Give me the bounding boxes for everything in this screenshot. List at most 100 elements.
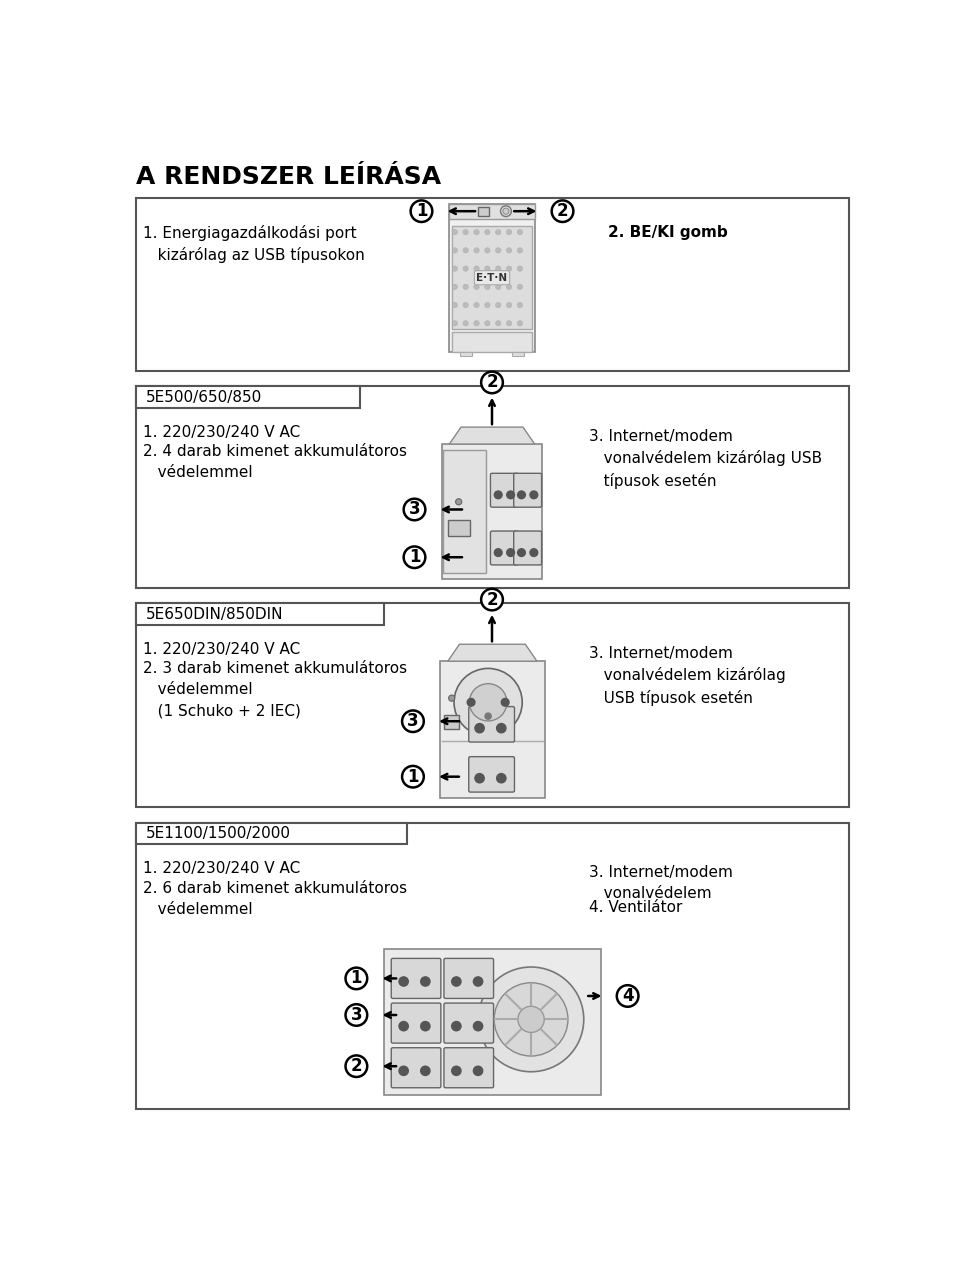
Text: 2. 6 darab kimenet akkumulátoros
   védelemmel: 2. 6 darab kimenet akkumulátoros védelem…: [143, 881, 407, 916]
Circle shape: [517, 284, 522, 289]
Circle shape: [399, 1021, 408, 1031]
Circle shape: [494, 983, 568, 1056]
Polygon shape: [449, 427, 535, 444]
Circle shape: [473, 977, 483, 986]
Circle shape: [420, 977, 430, 986]
FancyBboxPatch shape: [468, 707, 515, 742]
Circle shape: [452, 977, 461, 986]
Circle shape: [517, 247, 522, 254]
Circle shape: [507, 491, 515, 498]
FancyBboxPatch shape: [444, 1003, 493, 1044]
Circle shape: [452, 230, 458, 235]
Text: 2: 2: [486, 591, 498, 608]
Circle shape: [495, 230, 501, 235]
Circle shape: [517, 266, 522, 271]
Text: 4. Ventilátor: 4. Ventilátor: [588, 900, 683, 915]
Text: 5E1100/1500/2000: 5E1100/1500/2000: [146, 827, 291, 842]
Circle shape: [506, 284, 512, 289]
Bar: [135, 198, 849, 371]
Circle shape: [530, 491, 538, 498]
Circle shape: [463, 284, 468, 289]
Circle shape: [452, 303, 458, 308]
Circle shape: [506, 247, 512, 254]
Circle shape: [456, 498, 462, 505]
Bar: [478, 207, 489, 216]
Circle shape: [463, 266, 468, 271]
Circle shape: [530, 549, 538, 557]
Circle shape: [496, 774, 506, 782]
Bar: [440, 661, 544, 799]
Text: 2. 4 darab kimenet akkumulátoros
   védelemmel: 2. 4 darab kimenet akkumulátoros védelem…: [143, 444, 407, 480]
Circle shape: [452, 266, 458, 271]
Text: 4: 4: [622, 987, 634, 1005]
Circle shape: [403, 498, 425, 520]
Bar: [448, 203, 536, 352]
Bar: [448, 203, 536, 218]
Circle shape: [494, 549, 502, 557]
Circle shape: [399, 977, 408, 986]
Circle shape: [501, 698, 509, 707]
Text: 2: 2: [486, 374, 498, 391]
Text: 2: 2: [350, 1058, 362, 1075]
Circle shape: [452, 284, 458, 289]
Bar: [444, 716, 460, 729]
Circle shape: [420, 1066, 430, 1075]
Polygon shape: [447, 644, 537, 661]
Text: 1. 220/230/240 V AC: 1. 220/230/240 V AC: [143, 642, 300, 658]
Circle shape: [485, 266, 490, 271]
Circle shape: [495, 284, 501, 289]
Circle shape: [463, 303, 468, 308]
Text: 1: 1: [416, 202, 427, 220]
Text: 3. Internet/modem
   vonalvédelem kizárólag
   USB típusok esetén: 3. Internet/modem vonalvédelem kizárólag…: [588, 646, 785, 705]
Bar: [135, 823, 407, 844]
Circle shape: [495, 266, 501, 271]
Bar: [452, 226, 532, 329]
Circle shape: [402, 766, 423, 787]
Circle shape: [485, 247, 490, 254]
Bar: [460, 352, 472, 356]
Circle shape: [496, 723, 506, 733]
Circle shape: [346, 968, 368, 989]
Circle shape: [481, 372, 503, 394]
Circle shape: [475, 774, 484, 782]
Circle shape: [452, 247, 458, 254]
Circle shape: [474, 230, 479, 235]
Text: 3: 3: [407, 712, 419, 731]
Circle shape: [452, 1066, 461, 1075]
Bar: [442, 444, 542, 579]
Circle shape: [478, 967, 584, 1071]
Text: 1: 1: [350, 969, 362, 987]
FancyBboxPatch shape: [392, 958, 441, 998]
Bar: [135, 823, 849, 1109]
Circle shape: [452, 321, 458, 326]
FancyBboxPatch shape: [444, 958, 493, 998]
Text: A RENDSZER LEÍRÁSA: A RENDSZER LEÍRÁSA: [135, 165, 441, 189]
Circle shape: [402, 711, 423, 732]
FancyBboxPatch shape: [491, 531, 518, 565]
Circle shape: [485, 713, 492, 719]
Text: 3: 3: [350, 1006, 362, 1023]
Circle shape: [448, 695, 455, 702]
Circle shape: [517, 321, 522, 326]
Circle shape: [420, 1021, 430, 1031]
Circle shape: [517, 303, 522, 308]
Circle shape: [517, 230, 522, 235]
Circle shape: [495, 303, 501, 308]
Circle shape: [485, 321, 490, 326]
Circle shape: [474, 247, 479, 254]
Circle shape: [474, 303, 479, 308]
Bar: [447, 520, 469, 536]
Circle shape: [346, 1005, 368, 1026]
Circle shape: [468, 698, 475, 707]
Circle shape: [616, 986, 638, 1007]
Circle shape: [495, 321, 501, 326]
Bar: [452, 332, 532, 352]
Circle shape: [411, 201, 432, 222]
Text: 5E500/650/850: 5E500/650/850: [146, 390, 263, 405]
Circle shape: [474, 284, 479, 289]
FancyBboxPatch shape: [392, 1003, 441, 1044]
Bar: [135, 603, 849, 808]
Circle shape: [517, 491, 525, 498]
Circle shape: [403, 546, 425, 568]
Circle shape: [494, 491, 502, 498]
